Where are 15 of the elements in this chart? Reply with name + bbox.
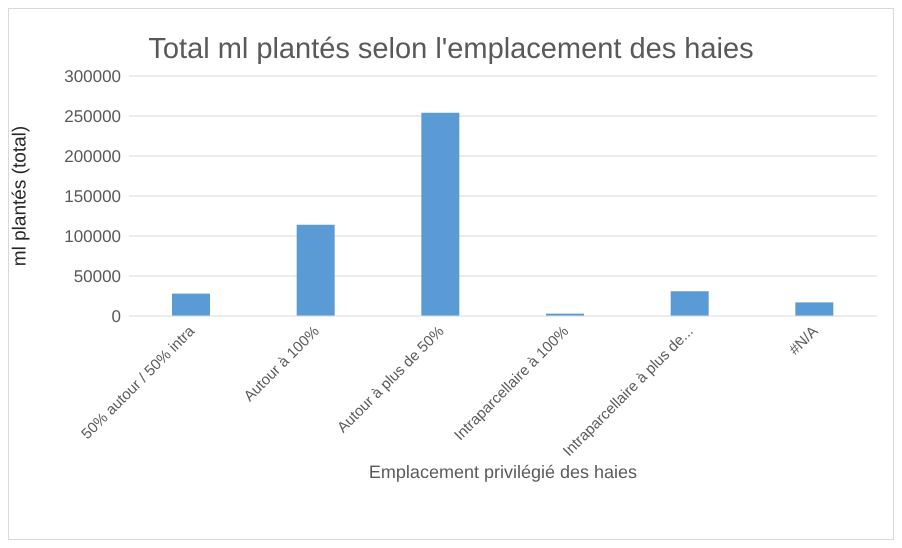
bar [172, 294, 210, 316]
y-tick-label: 250000 [64, 107, 121, 126]
bar [296, 224, 335, 316]
bar [795, 302, 834, 316]
y-tick-label: 100000 [64, 227, 121, 246]
bar [421, 112, 460, 316]
bar [670, 291, 709, 316]
x-axis-title: Emplacement privilégié des haies [368, 462, 638, 482]
y-tick-label: 300000 [64, 67, 121, 86]
y-tick-label: 200000 [64, 147, 121, 166]
y-axis-title: ml plantés (total) [10, 126, 31, 266]
y-tick-label: 150000 [64, 187, 121, 206]
y-tick-label: 50000 [74, 267, 121, 286]
y-tick-label: 0 [112, 307, 121, 326]
chart-title: Total ml plantés selon l'emplacement des haies [147, 33, 755, 66]
